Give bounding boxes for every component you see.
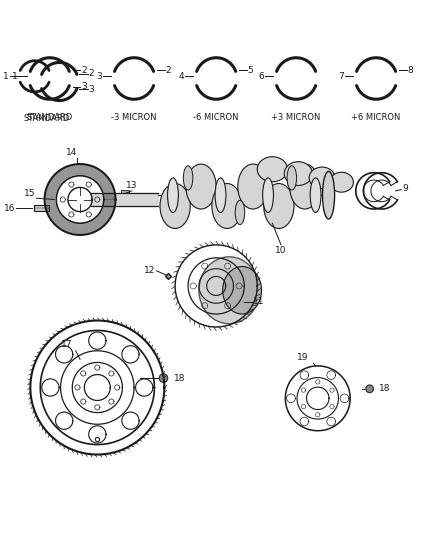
Text: 3: 3 [96, 72, 102, 81]
Ellipse shape [235, 200, 245, 224]
Text: 10: 10 [275, 246, 287, 255]
Ellipse shape [168, 178, 178, 213]
Text: -6 MICRON: -6 MICRON [194, 113, 239, 122]
Text: 9: 9 [402, 184, 408, 193]
Text: 8: 8 [408, 66, 413, 75]
Text: 1: 1 [12, 72, 18, 81]
Text: +3 MICRON: +3 MICRON [272, 113, 321, 122]
FancyBboxPatch shape [34, 205, 49, 211]
Ellipse shape [160, 183, 190, 229]
Ellipse shape [309, 167, 335, 189]
Ellipse shape [322, 172, 335, 219]
Text: 17: 17 [61, 341, 73, 350]
FancyBboxPatch shape [121, 190, 129, 193]
Circle shape [366, 385, 374, 393]
Text: 1: 1 [3, 72, 9, 81]
Ellipse shape [310, 178, 321, 213]
Text: 3: 3 [81, 82, 87, 91]
Text: 14: 14 [66, 148, 77, 157]
Text: +6 MICRON: +6 MICRON [351, 113, 401, 122]
Ellipse shape [186, 164, 216, 209]
Text: 19: 19 [297, 353, 308, 362]
Text: 18: 18 [174, 374, 186, 383]
Ellipse shape [212, 183, 242, 229]
Ellipse shape [199, 257, 259, 324]
Text: 11: 11 [253, 297, 265, 306]
Text: 6: 6 [258, 72, 264, 81]
Text: 16: 16 [4, 204, 15, 213]
Ellipse shape [238, 164, 268, 209]
Text: 2: 2 [88, 69, 94, 78]
Text: 3: 3 [88, 85, 95, 94]
Ellipse shape [330, 172, 353, 192]
Ellipse shape [284, 161, 312, 185]
Text: -3 MICRON: -3 MICRON [111, 113, 157, 122]
Text: 4: 4 [178, 72, 184, 81]
Ellipse shape [184, 166, 193, 190]
Text: 12: 12 [144, 266, 155, 276]
Ellipse shape [263, 178, 273, 213]
Text: 18: 18 [379, 384, 391, 393]
Text: 2: 2 [166, 66, 171, 75]
Ellipse shape [290, 164, 320, 209]
Text: 15: 15 [24, 189, 35, 198]
Text: 13: 13 [126, 181, 138, 190]
Circle shape [159, 374, 168, 382]
Ellipse shape [215, 178, 226, 213]
Text: 2: 2 [81, 66, 87, 75]
Text: STANDARD: STANDARD [27, 113, 73, 122]
Ellipse shape [223, 266, 261, 314]
Text: 5: 5 [248, 66, 254, 75]
Text: STANDARD: STANDARD [24, 115, 70, 123]
Ellipse shape [264, 183, 294, 229]
Ellipse shape [287, 166, 297, 190]
Text: 7: 7 [338, 72, 344, 81]
Ellipse shape [257, 157, 287, 182]
